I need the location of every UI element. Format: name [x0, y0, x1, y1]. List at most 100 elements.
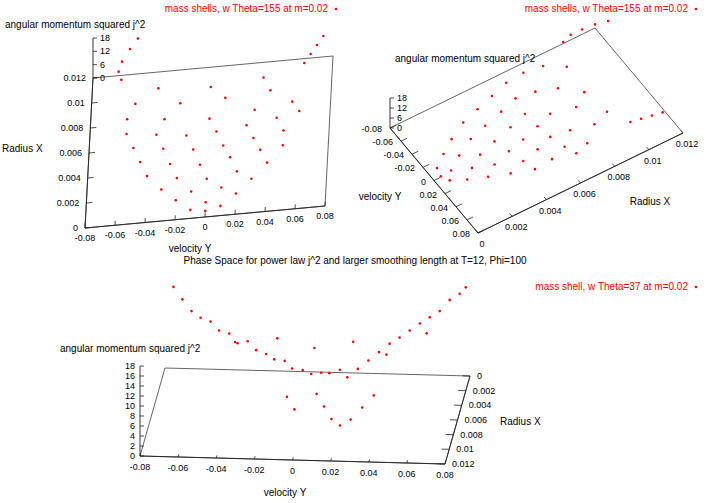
y-tick-label: 0.008: [61, 123, 84, 133]
data-point: [352, 341, 355, 344]
data-point: [209, 320, 212, 323]
data-point: [493, 163, 496, 166]
x-tick-label: -0.08: [130, 462, 151, 472]
legend-marker: [335, 8, 338, 11]
z-tick-label: 12: [397, 103, 407, 113]
data-point: [425, 332, 428, 335]
z-tick-label: 14: [125, 381, 135, 391]
data-point: [373, 394, 376, 397]
data-point: [298, 110, 301, 113]
data-point: [234, 341, 237, 344]
x-tick-label: -0.06: [372, 137, 393, 147]
data-point: [586, 142, 589, 145]
x-tick-label: -0.04: [135, 228, 156, 238]
x-tick: [368, 459, 370, 462]
z-tick-label: 2: [130, 441, 135, 451]
base-frame: [140, 368, 470, 464]
data-point: [208, 117, 211, 120]
x-tick: [145, 218, 146, 223]
data-point: [491, 95, 494, 98]
data-point: [255, 349, 258, 352]
data-point: [269, 89, 272, 92]
data-point: [448, 299, 451, 302]
data-point: [462, 121, 465, 124]
data-point: [575, 106, 578, 109]
data-point: [190, 190, 193, 193]
data-point: [487, 176, 490, 179]
y-tick: [612, 164, 614, 167]
z-tick: [140, 456, 144, 457]
y-tick: [85, 227, 91, 229]
z-tick: [93, 38, 97, 39]
y-tick: [578, 180, 580, 183]
data-point: [275, 116, 278, 119]
z-tick-label: 6: [130, 421, 135, 431]
data-point: [398, 336, 401, 339]
data-point: [440, 175, 443, 178]
x-tick-label: -0.02: [165, 225, 186, 235]
y-tick: [454, 405, 462, 406]
data-point: [146, 175, 149, 178]
data-point: [349, 418, 352, 421]
y-tick: [92, 102, 98, 104]
axis-label: angular momentum squared j^2: [395, 53, 536, 64]
data-point: [651, 114, 654, 117]
data-point: [378, 351, 381, 354]
data-point: [581, 28, 584, 31]
z-tick-label: 6: [100, 60, 105, 70]
data-point: [549, 136, 552, 139]
data-point: [346, 376, 349, 379]
y-tick: [89, 152, 95, 154]
data-point: [126, 118, 129, 121]
y-tick-label: 0.002: [505, 222, 528, 232]
x-tick: [115, 221, 116, 226]
z-tick: [140, 436, 144, 437]
x-tick-label: -0.04: [383, 150, 404, 160]
data-point: [199, 163, 202, 166]
y-tick: [544, 197, 546, 200]
z-tick-label: 18: [125, 361, 135, 371]
data-point: [265, 353, 268, 356]
x-tick-label: 0: [202, 222, 207, 232]
y-tick-label: 0.004: [58, 173, 81, 183]
data-point: [190, 310, 193, 313]
data-point: [594, 23, 597, 26]
y-tick-label: 0.006: [59, 148, 82, 158]
data-point: [224, 97, 227, 100]
data-point: [328, 372, 331, 375]
axis-label: velocity Y: [169, 243, 212, 254]
data-point: [419, 322, 422, 325]
x-tick: [205, 213, 206, 218]
data-point: [220, 186, 223, 189]
data-point: [132, 147, 135, 150]
z-tick: [140, 366, 144, 367]
y-tick-label: 0.002: [473, 386, 496, 396]
data-point: [500, 110, 503, 113]
data-point: [514, 97, 517, 100]
data-point: [534, 168, 537, 171]
data-point: [301, 369, 304, 372]
y-tick: [93, 77, 99, 79]
axis-label: angular momentum squared j^2: [5, 19, 146, 30]
axis-label: angular momentum squared j^2: [60, 343, 201, 354]
data-point: [522, 71, 525, 74]
data-point: [157, 87, 160, 90]
data-point: [542, 65, 545, 68]
data-point: [291, 367, 294, 370]
data-point: [569, 34, 572, 37]
y-tick-label: 0.004: [539, 206, 562, 216]
x-tick-label: -0.08: [361, 124, 382, 134]
data-point: [508, 150, 511, 153]
z-tick-label: 6: [397, 113, 402, 123]
data-point: [534, 90, 537, 93]
base-frame: [390, 28, 683, 233]
x-tick-label: 0: [421, 177, 426, 187]
x-tick: [330, 458, 332, 461]
x-tick-label: -0.02: [244, 465, 265, 475]
x-tick-label: 0.02: [419, 190, 437, 200]
y-tick: [442, 449, 450, 450]
data-point: [536, 148, 539, 151]
data-point: [179, 102, 182, 105]
panel: -0.08-0.06-0.04-0.0200.020.040.060.0800.…: [359, 3, 699, 249]
x-tick-label: 0.04: [430, 203, 448, 213]
